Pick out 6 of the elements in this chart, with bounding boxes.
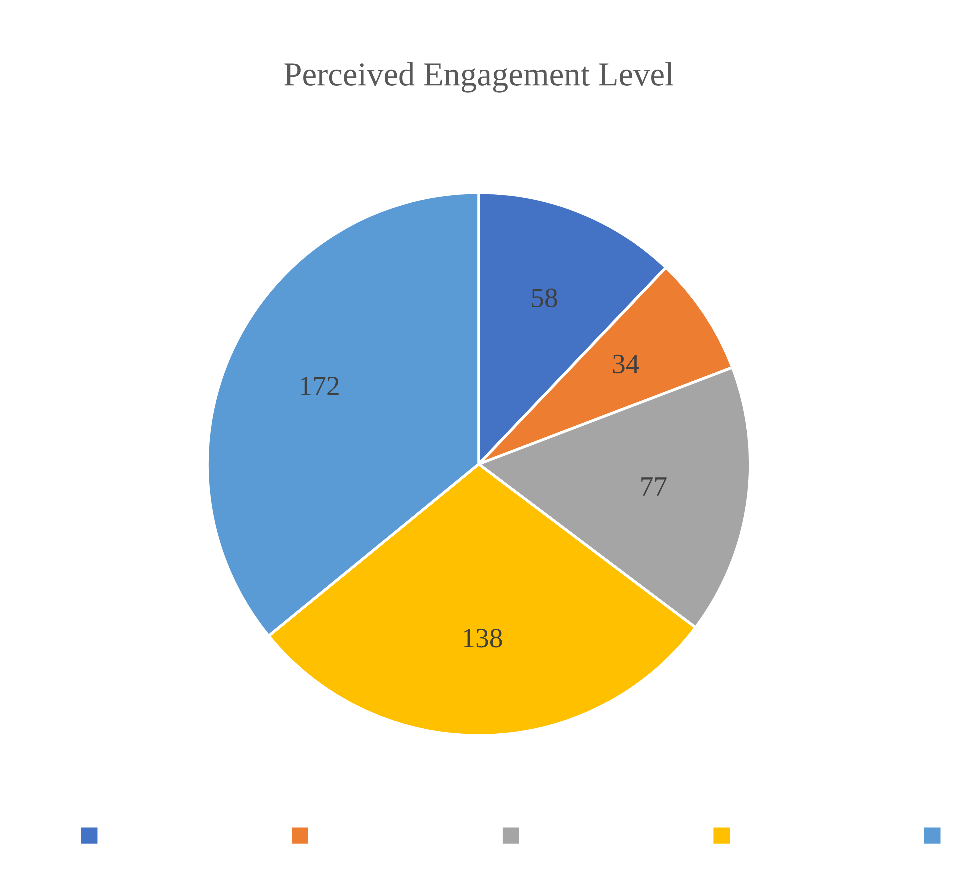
- data-label: 77: [642, 478, 667, 496]
- data-label: 58: [532, 288, 558, 308]
- chart-title: Perceived Engagement Level: [284, 62, 674, 93]
- data-label: 138: [464, 628, 502, 648]
- data-label: 34: [613, 354, 640, 374]
- data-label: 172: [301, 377, 339, 396]
